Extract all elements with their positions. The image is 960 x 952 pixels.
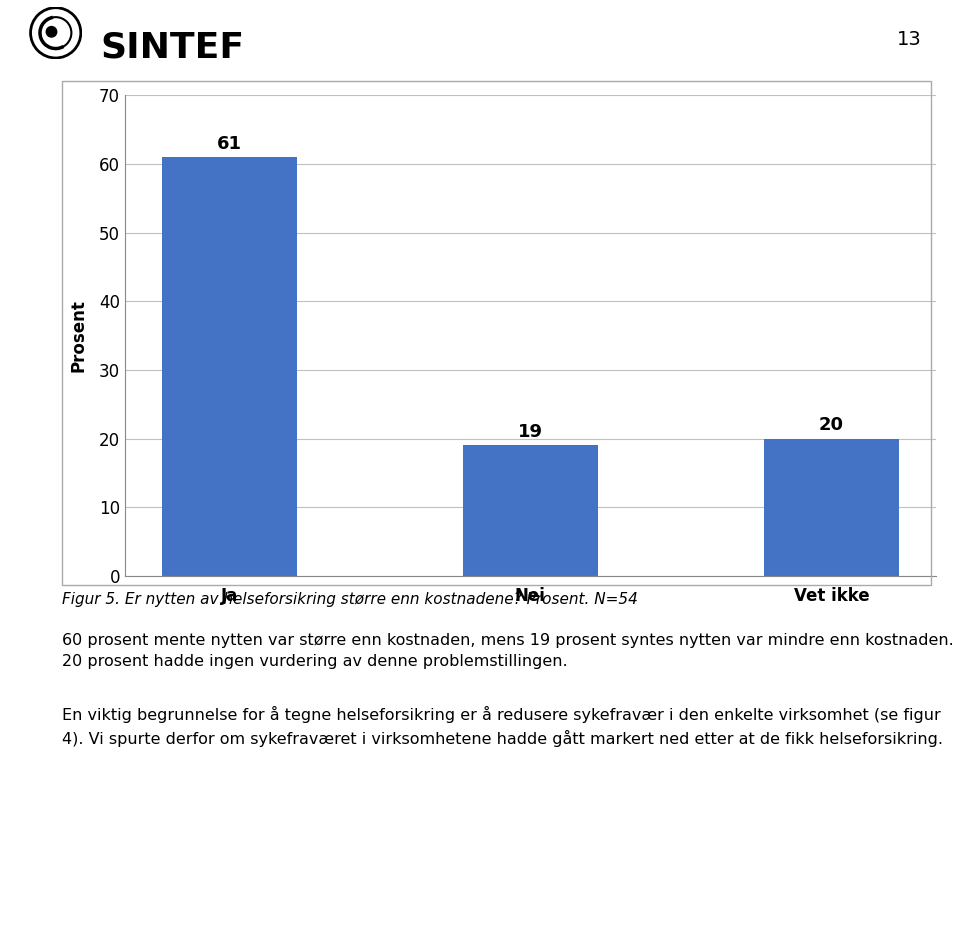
Text: 60 prosent mente nytten var større enn kostnaden, mens 19 prosent syntes nytten : 60 prosent mente nytten var større enn k… (62, 633, 954, 669)
Bar (463, 446, 598, 576)
Bar (161, 157, 298, 576)
Bar (763, 439, 900, 576)
Y-axis label: Prosent: Prosent (70, 299, 87, 372)
Text: SINTEF: SINTEF (101, 30, 245, 65)
Text: 13: 13 (897, 30, 922, 50)
Text: Figur 5. Er nytten av helseforsikring større enn kostnadene? Prosent. N=54: Figur 5. Er nytten av helseforsikring st… (62, 592, 638, 607)
Text: 61: 61 (217, 135, 242, 153)
Text: En viktig begrunnelse for å tegne helseforsikring er å redusere sykefravær i den: En viktig begrunnelse for å tegne helsef… (62, 706, 944, 747)
Text: 20: 20 (819, 416, 844, 434)
Text: 19: 19 (517, 424, 543, 442)
Circle shape (46, 27, 57, 37)
